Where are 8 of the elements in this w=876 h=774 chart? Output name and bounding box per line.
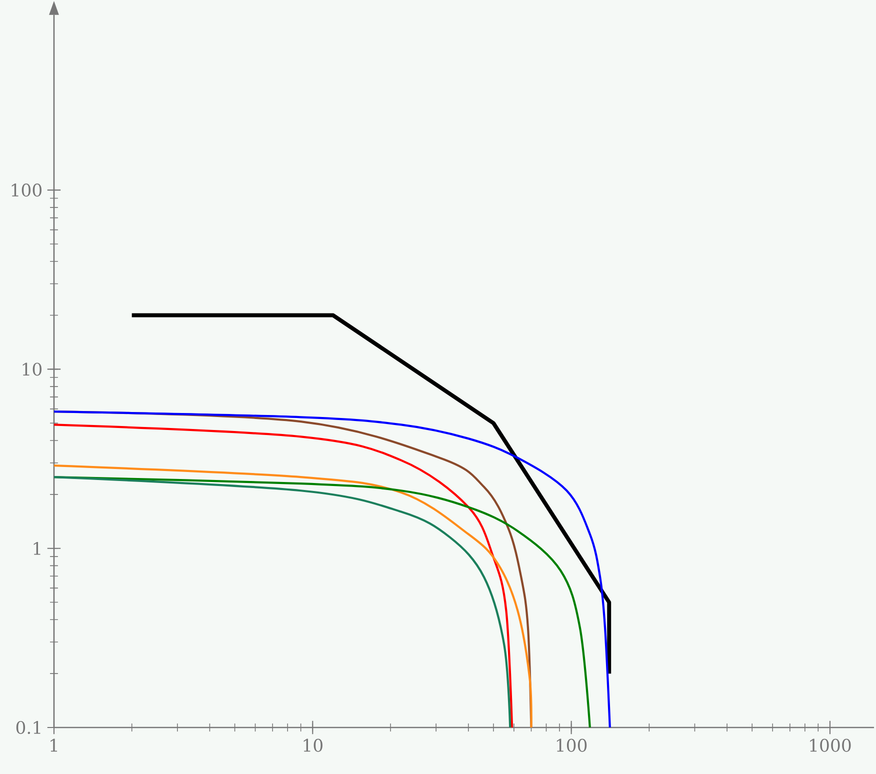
- x-tick-label: 10: [304, 738, 322, 752]
- y-tick-label: 0.1: [16, 720, 40, 734]
- x-tick-label: 1: [50, 738, 58, 752]
- y-tick-label: 1: [34, 542, 40, 555]
- x-tick-label: 1000: [810, 738, 851, 752]
- x-tick-label: 100: [556, 738, 587, 752]
- y-tick-label: 100: [12, 183, 42, 196]
- y-tick-label: 10: [22, 362, 42, 376]
